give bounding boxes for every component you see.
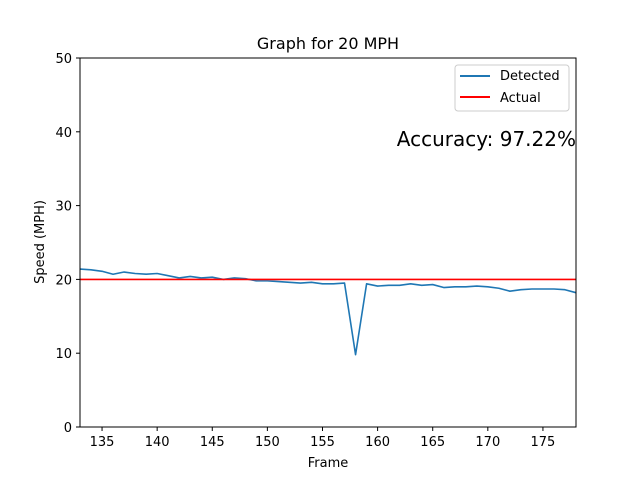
series-line-detected [79,268,577,356]
series-layer [79,268,577,356]
x-tick-label: 155 [310,435,335,450]
accuracy-annotation: Accuracy: 97.22% [397,127,576,151]
y-tick-label: 0 [64,421,72,436]
y-tick-label: 20 [55,273,72,288]
chart-title: Graph for 20 MPH [257,34,399,53]
plot-background [80,58,576,427]
plot-area: Accuracy: 97.22% [79,57,577,428]
legend-label-actual: Actual [500,91,541,106]
y-tick-label: 30 [55,200,72,215]
x-axis-label: Frame [308,456,349,471]
plot-frame [79,57,577,428]
x-tick-label: 145 [200,435,225,450]
y-axis-ticks: 0 10 20 30 40 50 [55,52,80,436]
x-tick-label: 160 [365,435,390,450]
x-tick-label: 150 [255,435,280,450]
x-tick-label: 165 [420,435,445,450]
y-tick-label: 50 [55,52,72,67]
legend-label-detected: Detected [500,69,560,84]
x-axis-ticks: 135 140 145 150 155 160 165 170 175 [90,427,556,450]
x-tick-label: 140 [145,435,170,450]
x-tick-label: 175 [531,435,556,450]
y-tick-label: 40 [55,126,72,141]
x-tick-label: 170 [475,435,500,450]
y-tick-label: 10 [55,347,72,362]
legend: Detected Actual [454,64,570,112]
y-axis-label: Speed (MPH) [33,200,48,284]
x-tick-label: 135 [90,435,115,450]
